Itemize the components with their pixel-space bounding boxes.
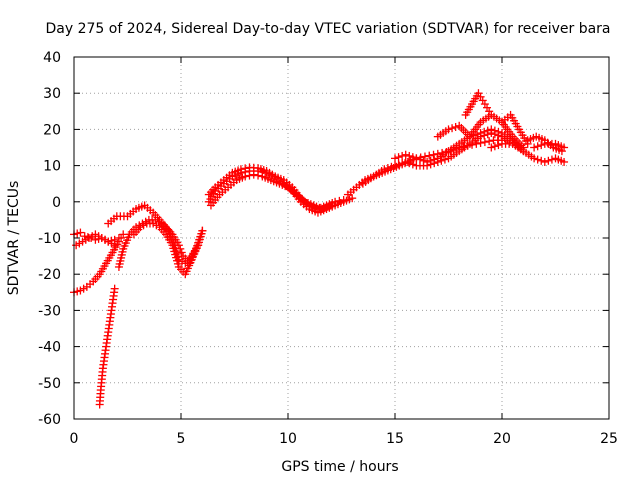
data-point (429, 150, 438, 159)
y-tick-label: -40 (38, 340, 61, 356)
y-tick-label: 40 (43, 50, 61, 66)
data-point-interp (480, 127, 489, 136)
data-point (401, 150, 410, 159)
data-point (478, 96, 487, 105)
data-point-interp (448, 124, 457, 133)
data-point-interp (533, 155, 542, 164)
data-point-interp (177, 248, 186, 257)
y-tick-label: 30 (43, 86, 61, 102)
data-point (331, 197, 340, 206)
data-point (487, 125, 496, 134)
data-point-interp (537, 141, 546, 150)
y-tick-label: 0 (52, 195, 61, 211)
data-point (194, 241, 203, 250)
data-point-interp (245, 171, 254, 180)
data-point-interp (398, 159, 407, 168)
data-point-interp (440, 155, 449, 164)
data-point (480, 138, 489, 147)
x-tick-label: 0 (70, 431, 79, 447)
data-point (110, 284, 119, 293)
data-point (423, 157, 432, 166)
data-point (236, 165, 245, 174)
data-point (487, 143, 496, 152)
data-point (560, 143, 569, 152)
x-tick-label: 15 (386, 431, 404, 447)
data-point (530, 154, 539, 163)
data-point-interp (485, 137, 494, 146)
data-point-interp (408, 153, 417, 162)
data-point-interp (425, 151, 434, 160)
data-point-interp (490, 142, 499, 151)
data-point-interp (451, 122, 460, 131)
data-point-interp (387, 162, 396, 171)
data-point (560, 157, 569, 166)
y-tick-label: -20 (38, 267, 61, 283)
data-point-interp (408, 160, 417, 169)
x-tick-label: 25 (600, 431, 618, 447)
data-point (110, 241, 119, 250)
data-point (540, 157, 549, 166)
ticks: 0 5 10 15 20 25 -60 -50 -40 -30 -20 -10 0 10 20 30 40 (38, 50, 618, 447)
data-point-interp (485, 107, 494, 116)
data-point (487, 110, 496, 119)
y-tick-label: 10 (43, 159, 61, 175)
data-point-interp (426, 156, 435, 165)
data-point-interp (405, 151, 414, 160)
data-points (70, 89, 569, 409)
x-tick-label: 10 (279, 431, 297, 447)
data-point (114, 234, 123, 242)
y-tick-label: -50 (38, 376, 61, 392)
x-tick-label: 20 (493, 431, 511, 447)
data-point (76, 228, 85, 237)
data-point-interp (405, 159, 414, 168)
data-point (380, 165, 389, 174)
data-point (391, 154, 399, 163)
y-tick-label: 20 (43, 122, 61, 138)
data-point-interp (430, 155, 439, 164)
data-point (391, 161, 399, 170)
data-point-interp (544, 156, 553, 165)
data-point-interp (537, 156, 546, 165)
data-point-interp (415, 155, 424, 164)
data-point (198, 226, 207, 235)
data-point-interp (490, 126, 499, 135)
data-point-interp (394, 160, 403, 169)
data-point-interp (533, 142, 542, 151)
data-point-interp (476, 92, 485, 101)
data-point (412, 154, 421, 163)
data-point (483, 103, 492, 112)
data-point (401, 157, 410, 166)
data-point-interp (494, 141, 503, 150)
data-point-interp (398, 151, 407, 160)
chart-title: Day 275 of 2024, Sidereal Day-to-day VTE… (45, 21, 610, 37)
x-tick-label: 5 (177, 431, 186, 447)
data-point (326, 201, 335, 210)
y-tick-label: -60 (38, 412, 61, 428)
data-point (523, 139, 532, 148)
data-point (444, 125, 453, 134)
x-axis-label: GPS time / hours (281, 459, 398, 475)
data-point-interp (394, 153, 403, 162)
data-point (249, 170, 258, 179)
data-point (241, 172, 250, 181)
data-point-interp (494, 127, 503, 136)
data-point-interp (176, 244, 185, 253)
data-point-interp (419, 156, 428, 165)
data-point-interp (383, 164, 392, 173)
data-point-interp (254, 171, 263, 180)
data-point-interp (483, 126, 492, 135)
y-tick-label: -10 (38, 231, 61, 247)
data-point (530, 143, 539, 152)
data-point (339, 195, 348, 204)
data-point-interp (335, 196, 344, 205)
data-point-interp (480, 100, 489, 109)
data-point (348, 194, 357, 203)
y-axis-label: SDTVAR / TECUs (6, 181, 22, 296)
y-tick-label: -30 (38, 303, 61, 319)
data-point-interp (241, 164, 250, 173)
data-point (476, 129, 485, 138)
grid (74, 57, 609, 419)
data-point (420, 152, 429, 161)
